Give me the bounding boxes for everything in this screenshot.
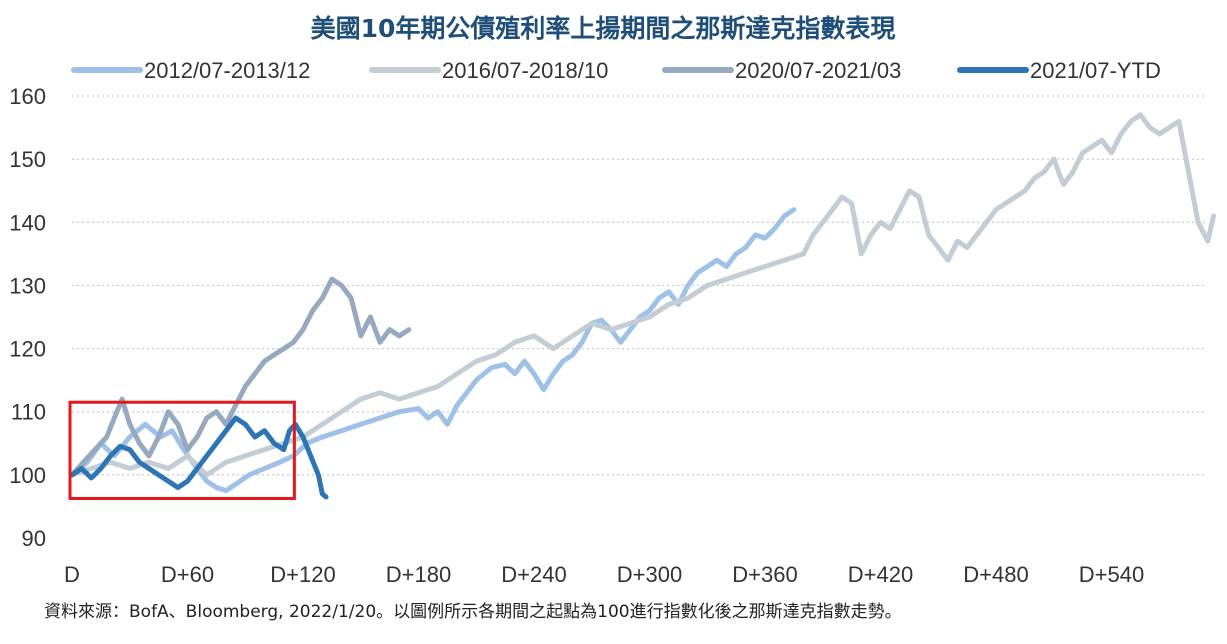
x-tick-label: D+60 (161, 562, 214, 587)
y-tick-label: 100 (9, 463, 46, 488)
y-tick-label: 90 (22, 526, 46, 551)
legend-label: 2012/07-2013/12 (144, 58, 310, 83)
series-lines (69, 112, 1216, 500)
series-line-1 (69, 207, 797, 494)
series-line-2 (69, 112, 1216, 478)
y-tick-label: 110 (11, 400, 46, 425)
y-tick-label: 160 (9, 84, 46, 109)
source-note: 資料來源：BofA、Bloomberg, 2022/1/20。以圖例所示各期間之… (44, 602, 902, 622)
y-tick-label: 130 (9, 273, 46, 298)
x-tick-label: D+180 (386, 562, 451, 587)
legend-label: 2016/07-2018/10 (442, 58, 608, 83)
y-tick-label: 140 (9, 210, 46, 235)
x-tick-label: D+300 (617, 562, 682, 587)
x-axis: D D+60 D+120 D+180 D+240 D+300 D+360 D+420 D+480… (64, 562, 1144, 587)
series-line-4 (69, 415, 329, 500)
y-axis: 160 150 140 130 120 110 100 90 (9, 84, 46, 551)
series-line-3 (69, 276, 412, 478)
highlight-box (68, 400, 296, 500)
x-tick-label: D+480 (963, 562, 1028, 587)
legend: 2012/07-2013/12 2016/07-2018/10 2020/07-20… (71, 58, 1161, 83)
chart-title: 美國10年期公債殖利率上揚期間之那斯達克指數表現 (311, 14, 896, 43)
y-tick-label: 150 (9, 147, 46, 172)
legend-label: 2020/07-2021/03 (735, 58, 901, 83)
x-tick-label: D+240 (501, 562, 566, 587)
legend-label: 2021/07-YTD (1030, 58, 1161, 83)
grid-lines (72, 95, 1205, 476)
y-tick-label: 120 (9, 337, 46, 362)
x-tick-label: D+420 (848, 562, 913, 587)
x-tick-label: D+540 (1079, 562, 1144, 587)
x-tick-label: D+360 (732, 562, 797, 587)
x-tick-label: D (64, 562, 80, 587)
x-tick-label: D+120 (270, 562, 335, 587)
